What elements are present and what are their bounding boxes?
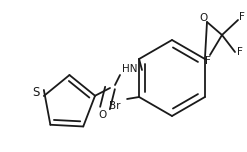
Text: HN: HN: [122, 64, 138, 74]
Text: O: O: [200, 13, 208, 23]
Text: S: S: [32, 86, 40, 99]
Text: F: F: [237, 47, 243, 57]
Text: O: O: [98, 110, 106, 120]
Text: F: F: [239, 12, 245, 22]
Text: Br: Br: [109, 101, 121, 111]
Text: F: F: [205, 56, 211, 66]
